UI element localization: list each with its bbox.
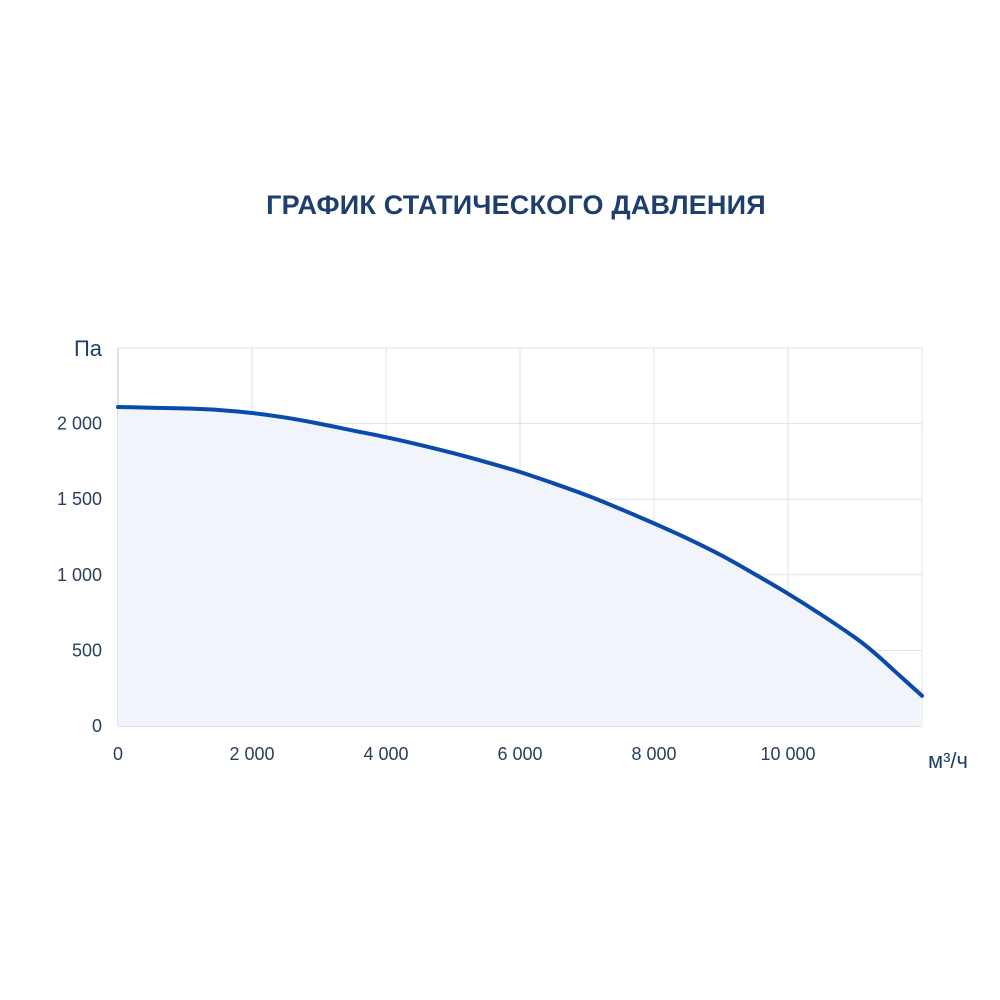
y-tick-label: 1 000 <box>57 565 102 585</box>
area-fill <box>118 406 922 726</box>
x-tick-label: 6 000 <box>497 744 542 764</box>
y-axis-label: Па <box>74 336 103 361</box>
y-tick-label: 0 <box>92 716 102 736</box>
x-tick-label: 0 <box>113 744 123 764</box>
y-tick-label: 500 <box>72 640 102 660</box>
x-axis-label: м³/ч <box>928 748 968 773</box>
series-line <box>116 404 924 698</box>
x-axis-ticks: 0 2 000 4 000 6 000 8 000 10 000 <box>113 744 816 764</box>
x-tick-label: 8 000 <box>631 744 676 764</box>
y-axis-ticks: 0 500 1 000 1 500 2 000 <box>57 414 102 736</box>
x-tick-label: 4 000 <box>363 744 408 764</box>
chart-title: ГРАФИК СТАТИЧЕСКОГО ДАВЛЕНИЯ <box>266 190 766 220</box>
y-tick-label: 2 000 <box>57 414 102 434</box>
x-tick-label: 2 000 <box>229 744 274 764</box>
y-tick-label: 1 500 <box>57 489 102 509</box>
x-tick-label: 10 000 <box>760 744 815 764</box>
